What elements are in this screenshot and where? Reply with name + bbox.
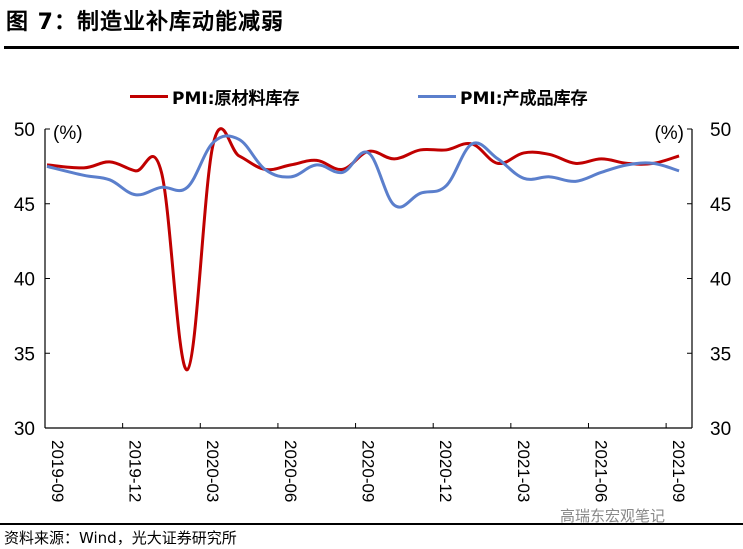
x-tick-label: 2020-06 xyxy=(281,440,300,502)
y-tick-label-right: 35 xyxy=(710,344,731,365)
y-tick-label-left: 50 xyxy=(14,120,35,141)
y-unit-left: (%) xyxy=(53,123,83,144)
x-tick-label: 2020-09 xyxy=(359,440,378,502)
x-tick-label: 2021-09 xyxy=(669,440,688,502)
legend-label-finished-goods: PMI:产成品库存 xyxy=(460,89,588,109)
y-tick-label-right: 30 xyxy=(710,419,731,440)
legend-item-finished-goods: PMI:产成品库存 xyxy=(418,84,588,109)
series-lines xyxy=(46,127,680,372)
y-tick-label-left: 45 xyxy=(14,195,35,216)
chart-title: 图 7：制造业补库动能减弱 xyxy=(6,10,284,35)
axes: 30 30 35 35 40 40 45 45 50 50 (%) (%) 2019-09 2019-12… xyxy=(14,120,731,502)
x-tick-label: 2019-12 xyxy=(126,440,145,502)
x-tick-label: 2020-12 xyxy=(436,440,455,502)
x-tick-label: 2021-06 xyxy=(591,440,610,502)
chart-legend: PMI:原材料库存 PMI:产成品库存 xyxy=(0,84,743,109)
x-tick-label: 2020-03 xyxy=(203,440,222,502)
footer-divider xyxy=(0,523,743,525)
watermark: 高瑞东宏观笔记 xyxy=(560,507,666,525)
legend-label-raw-materials: PMI:原材料库存 xyxy=(172,89,300,109)
series-line-finished-goods xyxy=(46,134,680,209)
source-note: 资料来源：Wind，光大证券研究所 xyxy=(4,529,237,547)
title-divider xyxy=(4,46,739,49)
legend-item-raw-materials: PMI:原材料库存 xyxy=(130,84,300,109)
y-tick-label-left: 30 xyxy=(14,419,35,440)
y-tick-label-right: 45 xyxy=(710,195,731,216)
y-tick-label-left: 35 xyxy=(14,344,35,365)
legend-swatch-finished-goods xyxy=(418,95,456,98)
y-unit-right: (%) xyxy=(654,123,684,144)
y-tick-label-left: 40 xyxy=(14,270,35,291)
y-tick-label-right: 50 xyxy=(710,120,731,141)
x-tick-label: 2021-03 xyxy=(514,440,533,502)
legend-swatch-raw-materials xyxy=(130,95,168,98)
y-tick-label-right: 40 xyxy=(710,270,731,291)
series-line-raw-materials xyxy=(46,127,680,372)
x-tick-label: 2019-09 xyxy=(48,440,67,502)
